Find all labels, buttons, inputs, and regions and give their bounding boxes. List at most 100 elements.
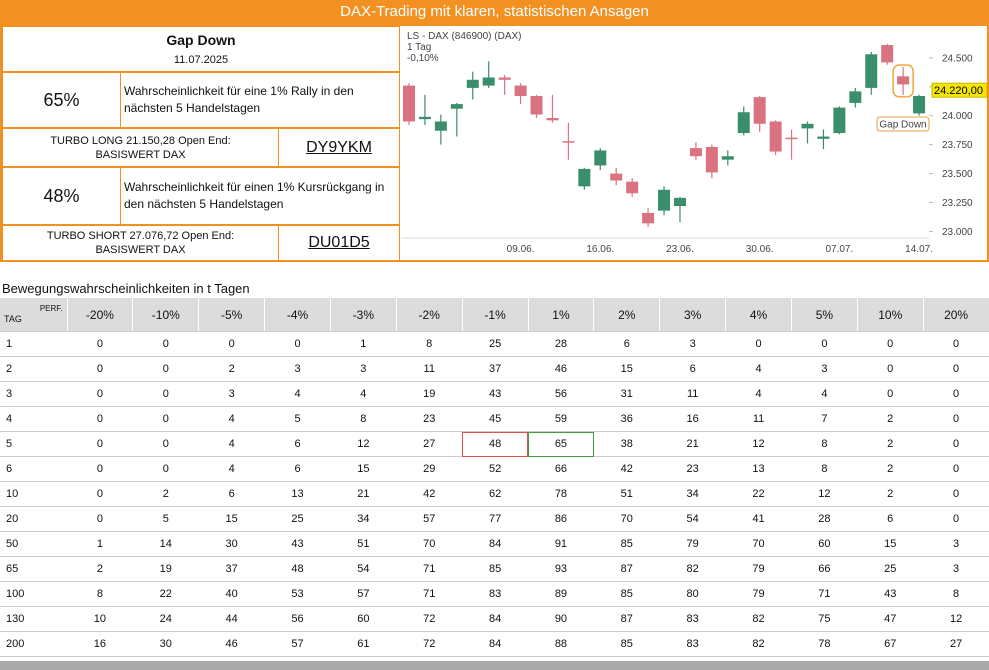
- column-header: 3%: [659, 298, 727, 332]
- value-cell: 8: [67, 581, 133, 607]
- value-cell: 37: [198, 556, 265, 582]
- value-cell: 0: [67, 331, 133, 357]
- table-row: 10 0 2 6 13 21 42 62 78 51 34 22 12 2 0: [0, 481, 989, 507]
- table-row: 4 0 0 4 5 8 23 45 59 36 16 11 7 2 0: [0, 406, 989, 432]
- value-cell: 61: [330, 631, 397, 657]
- value-cell: 83: [659, 631, 726, 657]
- table-row: 1 0 0 0 0 1 8 25 28 6 3 0 0 0 0: [0, 331, 989, 357]
- value-cell: 6: [198, 481, 265, 507]
- value-cell: 66: [528, 456, 594, 482]
- chart-period: 1 Tag: [407, 42, 431, 53]
- candle-body: [594, 150, 607, 166]
- value-cell: 0: [198, 331, 265, 357]
- day-cell: 200: [0, 631, 67, 657]
- value-cell: 11: [725, 406, 792, 432]
- day-cell: 6: [0, 456, 67, 482]
- last-price-label: 24.220,00: [934, 85, 983, 97]
- value-cell: 53: [264, 581, 331, 607]
- value-cell: 54: [330, 556, 397, 582]
- column-header: -10%: [132, 298, 200, 332]
- value-cell: 2: [857, 456, 924, 482]
- value-cell: 0: [67, 481, 133, 507]
- value-cell: 87: [593, 606, 660, 632]
- value-cell: 2: [67, 556, 133, 582]
- candle-body: [578, 168, 591, 187]
- day-cell: 50: [0, 531, 67, 557]
- candle-body: [881, 45, 894, 63]
- candle-body: [466, 79, 479, 88]
- column-header: -5%: [198, 298, 266, 332]
- value-cell: 6: [264, 431, 331, 457]
- signal-title: Gap Down: [166, 32, 236, 48]
- value-cell: 4: [198, 431, 265, 457]
- column-header: 1%: [528, 298, 595, 332]
- value-cell: 14: [132, 531, 199, 557]
- value-cell: 0: [923, 406, 989, 432]
- y-tick-label: 23.500: [942, 169, 973, 180]
- value-cell: 34: [330, 506, 397, 532]
- value-cell: 6: [593, 331, 660, 357]
- value-cell: 31: [593, 381, 660, 407]
- corner-row-label: TAG: [4, 314, 22, 324]
- value-cell: 21: [330, 481, 397, 507]
- table-row: 6 0 0 4 6 15 29 52 66 42 23 13 8 2 0: [0, 456, 989, 482]
- value-cell: 0: [857, 381, 924, 407]
- long-probability: 65%: [2, 72, 121, 128]
- short-wkn[interactable]: DU01D5: [278, 225, 400, 261]
- value-cell: 0: [67, 506, 133, 532]
- value-cell: 82: [725, 606, 792, 632]
- value-cell: 0: [67, 431, 133, 457]
- value-cell: 12: [791, 481, 858, 507]
- annotation: Gap Down: [879, 120, 926, 131]
- day-cell: 130: [0, 606, 67, 632]
- candle-body: [642, 212, 655, 224]
- table-row: 3 0 0 3 4 4 19 43 56 31 11 4 4 0 0: [0, 381, 989, 407]
- candle-body: [689, 148, 702, 157]
- candlestick-chart: LS - DAX (846900) (DAX) 1 Tag -0,10% 23.…: [401, 31, 987, 255]
- candle-body: [817, 136, 830, 139]
- value-cell: 22: [132, 581, 199, 607]
- footer-bar: [0, 661, 989, 670]
- value-cell: 83: [462, 581, 529, 607]
- table-row: 2 0 0 2 3 3 11 37 46 15 6 4 3 0 0: [0, 356, 989, 382]
- value-cell: 43: [264, 531, 331, 557]
- value-cell: 84: [462, 606, 529, 632]
- long-wkn[interactable]: DY9YKM: [278, 128, 400, 167]
- candle-body: [546, 118, 559, 121]
- short-product-line: BASISWERT DAX: [95, 244, 186, 256]
- value-cell: 44: [198, 606, 265, 632]
- value-cell: 91: [528, 531, 594, 557]
- value-cell: 3: [923, 556, 989, 582]
- value-cell: 85: [593, 531, 660, 557]
- value-cell: 13: [264, 481, 331, 507]
- value-cell: 57: [330, 581, 397, 607]
- value-cell: 0: [857, 331, 924, 357]
- table-row: 50 1 14 30 43 51 70 84 91 85 79 70 60 15 3: [0, 531, 989, 557]
- value-cell: 82: [725, 631, 792, 657]
- value-cell: 6: [264, 456, 331, 482]
- value-cell: 70: [725, 531, 792, 557]
- value-cell: 2: [132, 481, 199, 507]
- column-header: 20%: [923, 298, 989, 332]
- short-probability: 48%: [2, 167, 121, 225]
- value-cell: 29: [396, 456, 463, 482]
- value-cell: 0: [132, 381, 199, 407]
- value-cell: 60: [791, 531, 858, 557]
- value-cell: 8: [923, 581, 989, 607]
- value-cell: 79: [725, 556, 792, 582]
- value-cell: 37: [462, 356, 529, 382]
- value-cell: 72: [396, 606, 463, 632]
- candle-body: [897, 76, 910, 85]
- value-cell: 19: [132, 556, 199, 582]
- candle-body: [801, 123, 814, 129]
- candle-body: [865, 54, 878, 88]
- value-cell: 23: [659, 456, 726, 482]
- value-cell: 3: [923, 531, 989, 557]
- value-cell: 0: [132, 331, 199, 357]
- candle-body: [705, 146, 718, 173]
- value-cell: 5: [264, 406, 331, 432]
- value-cell: 12: [330, 431, 397, 457]
- value-cell: 3: [264, 356, 331, 382]
- value-cell: 0: [923, 331, 989, 357]
- value-cell: 10: [67, 606, 133, 632]
